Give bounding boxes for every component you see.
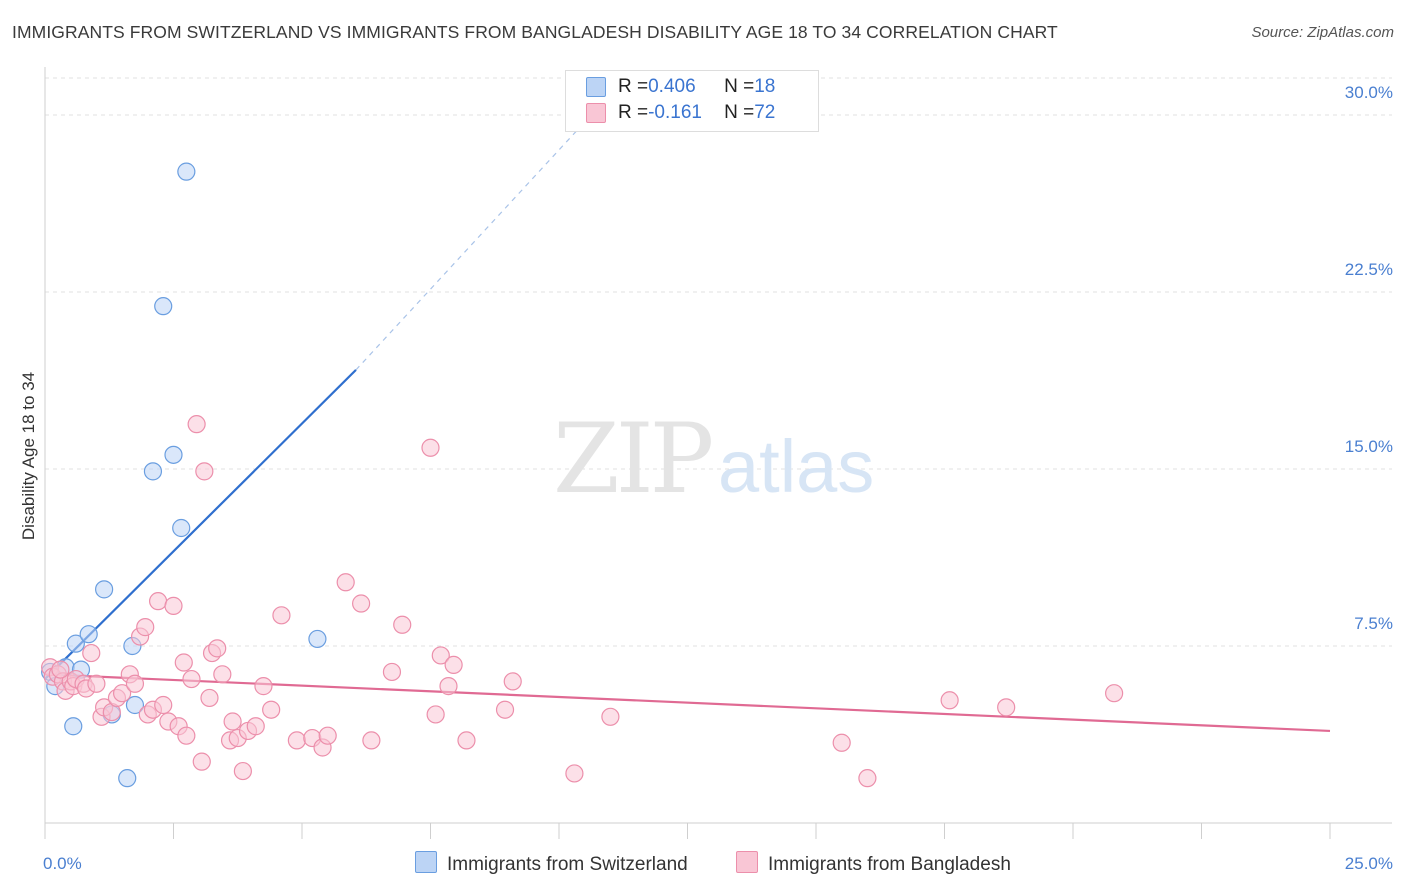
point-bangladesh [997, 698, 1016, 717]
grid-lines [45, 77, 1392, 647]
trend-line-switzerland-extension [355, 121, 586, 371]
tick-labels: 7.5% 15.0% 22.5% 30.0% 0.0% 25.0% [43, 83, 1393, 873]
point-switzerland [143, 462, 163, 481]
point-bangladesh [177, 726, 196, 745]
legend-n-value: 18 [754, 76, 776, 97]
point-switzerland [118, 769, 137, 788]
point-bangladesh [82, 643, 101, 663]
point-switzerland [154, 297, 173, 316]
watermark: ZIP atlas [553, 403, 874, 515]
legend-r-value: 0.406 [648, 76, 696, 97]
point-bangladesh [136, 618, 155, 637]
chart-title: IMMIGRANTS FROM SWITZERLAND VS IMMIGRANT… [12, 22, 1058, 42]
point-bangladesh [192, 752, 211, 771]
point-bangladesh [125, 674, 145, 693]
legend-swatch-switzerland [586, 76, 606, 97]
legend-swatch-switzerland [415, 851, 437, 873]
y-axis-label: Disability Age 18 to 34 [19, 372, 38, 540]
point-bangladesh [287, 731, 306, 750]
point-bangladesh [87, 674, 106, 693]
point-switzerland [308, 629, 327, 649]
point-bangladesh [262, 700, 281, 719]
point-bangladesh [318, 726, 337, 745]
point-bangladesh [148, 592, 168, 611]
point-bangladesh [254, 677, 273, 696]
point-bangladesh [601, 707, 620, 726]
legend-item-switzerland[interactable]: Immigrants from Switzerland [415, 851, 688, 876]
point-switzerland [164, 445, 183, 464]
point-bangladesh [182, 669, 201, 689]
legend-swatch-bangladesh [736, 851, 758, 873]
point-switzerland [177, 162, 196, 181]
x-tick-label: 25.0% [1345, 854, 1393, 873]
y-tick-label: 22.5% [1345, 260, 1393, 279]
point-bangladesh [200, 688, 219, 708]
point-bangladesh [246, 717, 265, 736]
legend-n-label: N = [724, 102, 755, 123]
legend-n-value: 72 [754, 102, 776, 123]
point-bangladesh [444, 655, 463, 674]
point-bangladesh [352, 594, 371, 613]
point-bangladesh [495, 700, 515, 719]
legend-n-label: N = [724, 76, 755, 97]
legend-r-label: R = [618, 102, 649, 123]
point-bangladesh [382, 662, 402, 682]
point-bangladesh [362, 731, 381, 750]
data-points [41, 162, 1124, 788]
point-bangladesh [336, 573, 355, 592]
point-bangladesh [223, 712, 242, 731]
y-tick-label: 30.0% [1345, 83, 1393, 102]
y-tick-label: 15.0% [1345, 437, 1393, 456]
point-switzerland [125, 695, 145, 715]
point-bangladesh [51, 660, 70, 679]
point-switzerland [64, 717, 83, 736]
x-tick-label: 0.0% [43, 854, 82, 873]
trend-line-switzerland [44, 369, 357, 680]
point-bangladesh [503, 672, 522, 691]
point-bangladesh [272, 606, 291, 625]
point-bangladesh [154, 695, 173, 715]
legend-swatch-bangladesh [586, 102, 606, 123]
point-bangladesh [832, 733, 851, 752]
point-switzerland [66, 634, 85, 653]
point-bangladesh [213, 665, 232, 684]
point-bangladesh [565, 764, 584, 783]
y-tick-label: 7.5% [1354, 614, 1393, 633]
point-bangladesh [208, 639, 227, 658]
point-bangladesh [233, 761, 252, 781]
point-bangladesh [940, 691, 959, 710]
point-bangladesh [1105, 684, 1124, 703]
axes [44, 67, 1392, 839]
correlation-legend: R = 0.406 N = 18 R = -0.161 N = 72 [565, 70, 819, 132]
point-bangladesh [858, 769, 877, 788]
legend-label-bangladesh: Immigrants from Bangladesh [768, 854, 1011, 875]
point-switzerland [172, 518, 191, 538]
legend-r-value: -0.161 [648, 102, 702, 123]
series-legend: Immigrants from Switzerland Immigrants f… [0, 851, 1406, 879]
watermark-atlas: atlas [718, 425, 874, 508]
watermark-zip: ZIP [553, 403, 712, 515]
point-switzerland [79, 625, 98, 644]
point-bangladesh [421, 438, 440, 457]
point-bangladesh [164, 596, 183, 615]
legend-label-switzerland: Immigrants from Switzerland [447, 854, 688, 875]
point-bangladesh [457, 731, 476, 750]
point-switzerland [95, 580, 114, 599]
legend-row-bangladesh: R = -0.161 N = 72 [586, 102, 775, 126]
point-bangladesh [431, 646, 450, 665]
point-bangladesh [195, 462, 214, 481]
legend-r-label: R = [618, 76, 649, 97]
point-bangladesh [426, 705, 445, 724]
point-bangladesh [112, 684, 132, 703]
legend-item-bangladesh[interactable]: Immigrants from Bangladesh [736, 851, 1011, 876]
point-bangladesh [439, 677, 458, 696]
point-bangladesh [187, 415, 206, 434]
point-bangladesh [174, 653, 193, 672]
chart-source: Source: ZipAtlas.com [1251, 24, 1394, 41]
point-bangladesh [393, 615, 412, 634]
legend-row-switzerland: R = 0.406 N = 18 [586, 76, 775, 100]
